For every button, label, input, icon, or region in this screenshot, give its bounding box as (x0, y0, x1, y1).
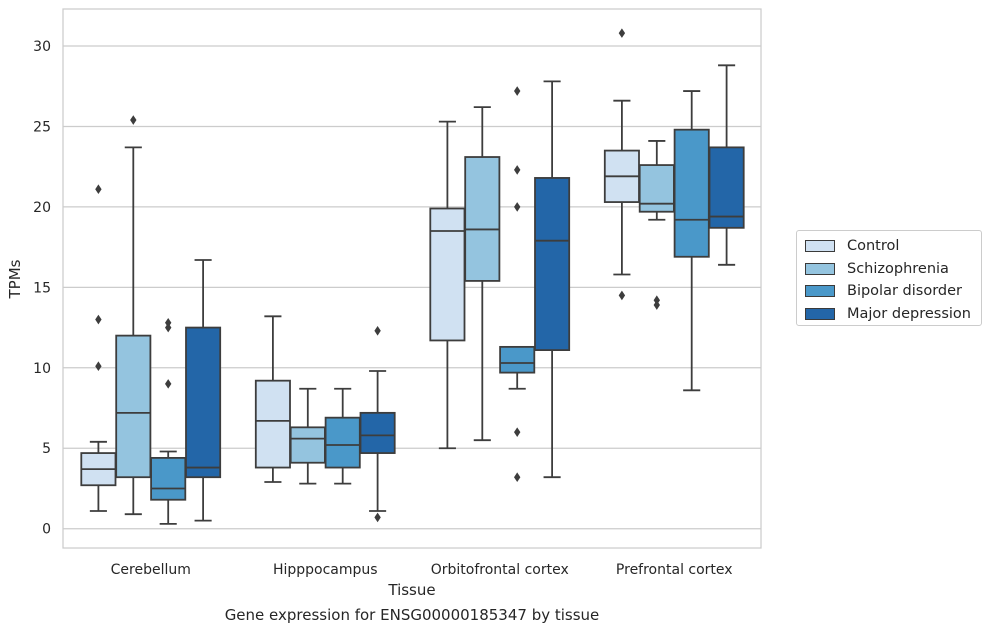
box-major-depression-orbitofrontal-cortex (534, 80, 571, 479)
box-iqr (429, 207, 466, 342)
y-tick-label-5: 5 (42, 441, 51, 457)
box-schizophrenia-prefrontal-cortex (638, 140, 675, 310)
y-tick-label-15: 15 (33, 280, 51, 296)
outlier-point (618, 290, 626, 301)
legend-item-major-depression: Major depression (803, 303, 975, 326)
box-iqr (185, 326, 222, 479)
box-control-hipppocampus (254, 315, 291, 483)
outlier-point (618, 28, 626, 38)
x-tick-label-orbitofrontal-cortex: Orbitofrontal cortex (431, 562, 569, 578)
y-tick-label-10: 10 (33, 361, 51, 377)
box-major-depression-hipppocampus (359, 325, 396, 523)
outlier-point (653, 300, 660, 310)
legend-label-control: Control (847, 238, 900, 255)
y-axis-label: TPMs (6, 259, 24, 299)
box-bipolar-disorder-cerebellum (150, 317, 187, 525)
legend-label-schizophrenia: Schizophrenia (847, 260, 949, 277)
legend-item-control: Control (803, 235, 975, 258)
box-bipolar-disorder-prefrontal-cortex (673, 90, 710, 392)
outlier-point (374, 512, 381, 523)
y-tick-label-20: 20 (33, 200, 51, 216)
legend-item-bipolar-disorder: Bipolar disorder (803, 280, 975, 303)
x-tick-label-prefrontal-cortex: Prefrontal cortex (616, 562, 733, 578)
legend-label-bipolar-disorder: Bipolar disorder (847, 283, 962, 300)
plot-area (62, 8, 762, 549)
outlier-point (514, 86, 521, 96)
y-tick-label-30: 30 (33, 39, 51, 55)
box-schizophrenia-hipppocampus (289, 387, 326, 485)
legend-item-schizophrenia: Schizophrenia (803, 258, 975, 281)
outlier-point (165, 379, 172, 389)
box-iqr (254, 379, 291, 469)
x-tick-label-cerebellum: Cerebellum (111, 562, 191, 578)
box-major-depression-cerebellum (185, 259, 222, 522)
outlier-point (514, 165, 521, 175)
x-tick-label-hipppocampus: Hipppocampus (273, 562, 378, 578)
box-iqr (534, 177, 571, 351)
box-iqr (289, 426, 326, 464)
outlier-point (165, 322, 172, 333)
box-control-orbitofrontal-cortex (429, 120, 466, 450)
box-iqr (359, 411, 396, 454)
box-bipolar-disorder-orbitofrontal-cortex (499, 86, 536, 483)
box-schizophrenia-cerebellum (115, 115, 152, 516)
y-tick-label-25: 25 (33, 119, 51, 135)
gridlines (63, 45, 761, 530)
outlier-point (95, 184, 102, 195)
outlier-point (95, 314, 102, 325)
box-iqr (708, 146, 745, 229)
box-iqr (150, 456, 187, 501)
box-iqr (115, 334, 152, 479)
box-bipolar-disorder-hipppocampus (324, 387, 361, 485)
legend-swatch-schizophrenia (805, 262, 835, 275)
x-axis-ticks: Cerebellum Hipppocampus Orbitofrontal cort… (111, 562, 733, 578)
legend: Control Schizophrenia Bipolar disorder M… (796, 230, 982, 326)
outlier-point (514, 202, 521, 212)
box-iqr (673, 128, 710, 258)
box-series (80, 28, 745, 525)
outlier-point (374, 325, 381, 336)
outlier-point (95, 361, 102, 371)
y-tick-label-0: 0 (42, 522, 51, 538)
legend-swatch-bipolar-disorder (805, 285, 835, 298)
box-control-prefrontal-cortex (603, 28, 640, 301)
outlier-point (130, 115, 137, 125)
legend-label-major-depression: Major depression (847, 305, 971, 322)
outlier-point (514, 427, 521, 437)
box-iqr (638, 164, 675, 213)
outlier-point (165, 317, 172, 328)
legend-swatch-control (805, 240, 835, 253)
box-schizophrenia-orbitofrontal-cortex (464, 106, 501, 442)
outlier-point (653, 295, 660, 306)
outlier-point (514, 472, 521, 483)
figure-caption: Gene expression for ENSG00000185347 by t… (224, 606, 600, 624)
legend-swatch-major-depression (805, 307, 835, 320)
y-axis-ticks: 0 5 10 15 20 25 30 (33, 39, 51, 538)
box-iqr (464, 156, 501, 282)
box-control-cerebellum (80, 184, 117, 512)
box-iqr (324, 416, 361, 469)
x-axis-label: Tissue (387, 581, 435, 599)
box-iqr (499, 345, 536, 374)
box-major-depression-prefrontal-cortex (708, 64, 745, 266)
